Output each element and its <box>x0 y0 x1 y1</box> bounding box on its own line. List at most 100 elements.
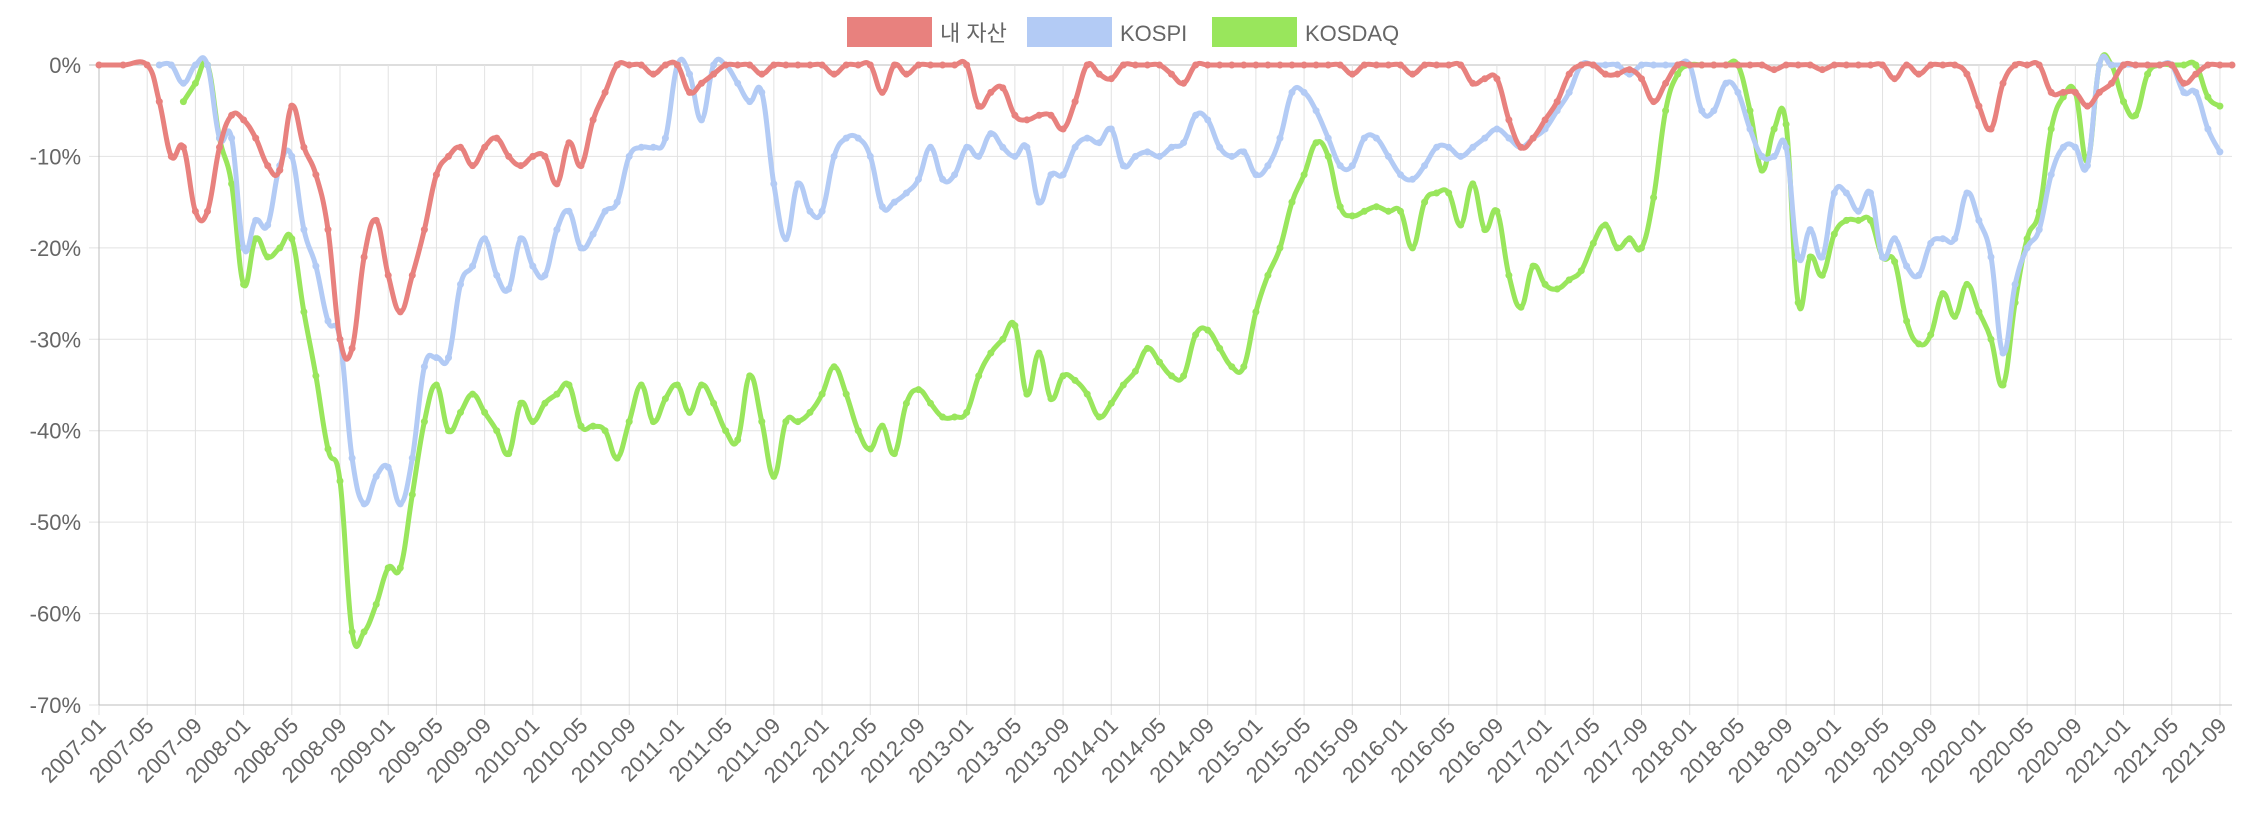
data-point-my-assets[interactable] <box>384 271 392 279</box>
data-point-kosdaq[interactable] <box>963 408 971 416</box>
data-point-my-assets[interactable] <box>1650 98 1658 106</box>
data-point-kosdaq[interactable] <box>915 386 922 394</box>
data-point-kosdaq[interactable] <box>2216 102 2224 110</box>
data-point-kospi[interactable] <box>1565 88 1573 96</box>
data-point-my-assets[interactable] <box>842 61 850 69</box>
data-point-my-assets[interactable] <box>1264 61 1272 69</box>
data-point-kosdaq[interactable] <box>661 395 669 403</box>
data-point-my-assets[interactable] <box>770 61 778 69</box>
data-point-kospi[interactable] <box>818 207 826 215</box>
data-point-my-assets[interactable] <box>1252 61 1260 69</box>
data-point-my-assets[interactable] <box>2204 61 2212 69</box>
data-point-my-assets[interactable] <box>1782 61 1790 69</box>
data-point-kospi[interactable] <box>1252 171 1260 179</box>
data-point-kospi[interactable] <box>782 235 790 243</box>
data-point-kosdaq[interactable] <box>1433 189 1441 197</box>
data-point-kospi[interactable] <box>1264 162 1272 170</box>
data-point-kosdaq[interactable] <box>1806 253 1814 261</box>
data-point-my-assets[interactable] <box>505 152 513 160</box>
data-point-kosdaq[interactable] <box>2204 93 2212 101</box>
data-point-kosdaq[interactable] <box>1638 244 1645 252</box>
data-point-my-assets[interactable] <box>637 61 645 69</box>
data-point-kosdaq[interactable] <box>2120 98 2127 106</box>
data-point-kospi[interactable] <box>2204 125 2212 133</box>
data-point-my-assets[interactable] <box>1927 61 1935 69</box>
data-point-my-assets[interactable] <box>1879 61 1886 69</box>
data-point-kospi[interactable] <box>1083 134 1091 142</box>
data-point-kospi[interactable] <box>1650 61 1658 69</box>
data-point-my-assets[interactable] <box>1168 70 1175 78</box>
data-point-my-assets[interactable] <box>445 152 452 160</box>
data-point-kosdaq[interactable] <box>517 399 525 407</box>
data-point-kosdaq[interactable] <box>1047 395 1055 403</box>
data-point-kosdaq[interactable] <box>1565 276 1573 284</box>
data-point-kosdaq[interactable] <box>1758 166 1766 174</box>
data-point-my-assets[interactable] <box>625 61 633 69</box>
data-point-my-assets[interactable] <box>1095 70 1103 78</box>
data-point-kospi[interactable] <box>1613 61 1621 69</box>
data-point-kospi[interactable] <box>1818 253 1826 261</box>
data-point-kospi[interactable] <box>1240 148 1248 156</box>
data-point-my-assets[interactable] <box>686 88 693 96</box>
data-point-kosdaq[interactable] <box>228 180 236 188</box>
data-point-kosdaq[interactable] <box>1035 349 1043 357</box>
data-point-kospi[interactable] <box>1035 198 1043 206</box>
data-point-kospi[interactable] <box>1734 88 1742 96</box>
data-point-my-assets[interactable] <box>1529 134 1537 142</box>
data-point-kospi[interactable] <box>1891 235 1899 243</box>
data-point-kospi[interactable] <box>1770 152 1778 160</box>
data-point-my-assets[interactable] <box>179 143 187 151</box>
data-point-kospi[interactable] <box>975 152 983 160</box>
data-point-kospi[interactable] <box>312 262 320 270</box>
data-point-my-assets[interactable] <box>939 61 947 69</box>
data-point-kosdaq[interactable] <box>1493 207 1501 215</box>
data-point-kosdaq[interactable] <box>191 79 199 87</box>
data-point-kospi[interactable] <box>1360 134 1368 142</box>
data-point-kospi[interactable] <box>1300 88 1308 96</box>
data-point-kospi[interactable] <box>348 454 356 462</box>
data-point-my-assets[interactable] <box>577 162 585 170</box>
data-point-kosdaq[interactable] <box>1216 344 1224 352</box>
data-point-kospi[interactable] <box>1927 239 1935 247</box>
data-point-my-assets[interactable] <box>806 61 814 69</box>
data-point-my-assets[interactable] <box>204 207 211 215</box>
data-point-kosdaq[interactable] <box>1867 216 1874 224</box>
data-point-kosdaq[interactable] <box>1119 381 1127 389</box>
data-point-kosdaq[interactable] <box>1939 290 1947 298</box>
data-point-kospi[interactable] <box>1348 162 1356 170</box>
data-point-my-assets[interactable] <box>1589 61 1597 69</box>
data-point-my-assets[interactable] <box>2168 61 2176 69</box>
data-point-my-assets[interactable] <box>396 308 404 316</box>
data-point-my-assets[interactable] <box>2192 70 2200 78</box>
data-point-my-assets[interactable] <box>1613 70 1621 78</box>
data-point-my-assets[interactable] <box>2047 88 2055 96</box>
data-point-kosdaq[interactable] <box>1626 235 1633 243</box>
data-point-kospi[interactable] <box>1746 125 1754 133</box>
data-point-kosdaq[interactable] <box>360 628 368 636</box>
data-point-my-assets[interactable] <box>1372 61 1380 69</box>
data-point-my-assets[interactable] <box>794 61 802 69</box>
data-point-kosdaq[interactable] <box>276 244 284 252</box>
data-point-kospi[interactable] <box>2071 143 2079 151</box>
data-point-my-assets[interactable] <box>1854 61 1862 69</box>
data-point-kosdaq[interactable] <box>1770 125 1778 133</box>
data-point-kosdaq[interactable] <box>601 427 609 435</box>
data-point-my-assets[interactable] <box>2083 102 2091 110</box>
data-point-my-assets[interactable] <box>1240 61 1248 69</box>
data-point-my-assets[interactable] <box>1204 61 1212 69</box>
data-point-kospi[interactable] <box>565 207 573 215</box>
data-point-kosdaq[interactable] <box>565 381 573 389</box>
data-point-kospi[interactable] <box>1662 61 1670 69</box>
data-point-kospi[interactable] <box>770 180 778 188</box>
data-point-kosdaq[interactable] <box>1818 271 1826 279</box>
data-point-kosdaq[interactable] <box>999 335 1007 343</box>
data-point-kosdaq[interactable] <box>1131 367 1139 375</box>
data-point-my-assets[interactable] <box>541 152 549 160</box>
data-point-my-assets[interactable] <box>1867 61 1874 69</box>
data-point-kospi[interactable] <box>1493 125 1501 133</box>
data-point-kospi[interactable] <box>1168 143 1175 151</box>
data-point-my-assets[interactable] <box>1638 75 1645 83</box>
data-point-my-assets[interactable] <box>902 70 910 78</box>
data-point-kospi[interactable] <box>710 61 718 69</box>
data-point-kospi[interactable] <box>649 143 657 151</box>
